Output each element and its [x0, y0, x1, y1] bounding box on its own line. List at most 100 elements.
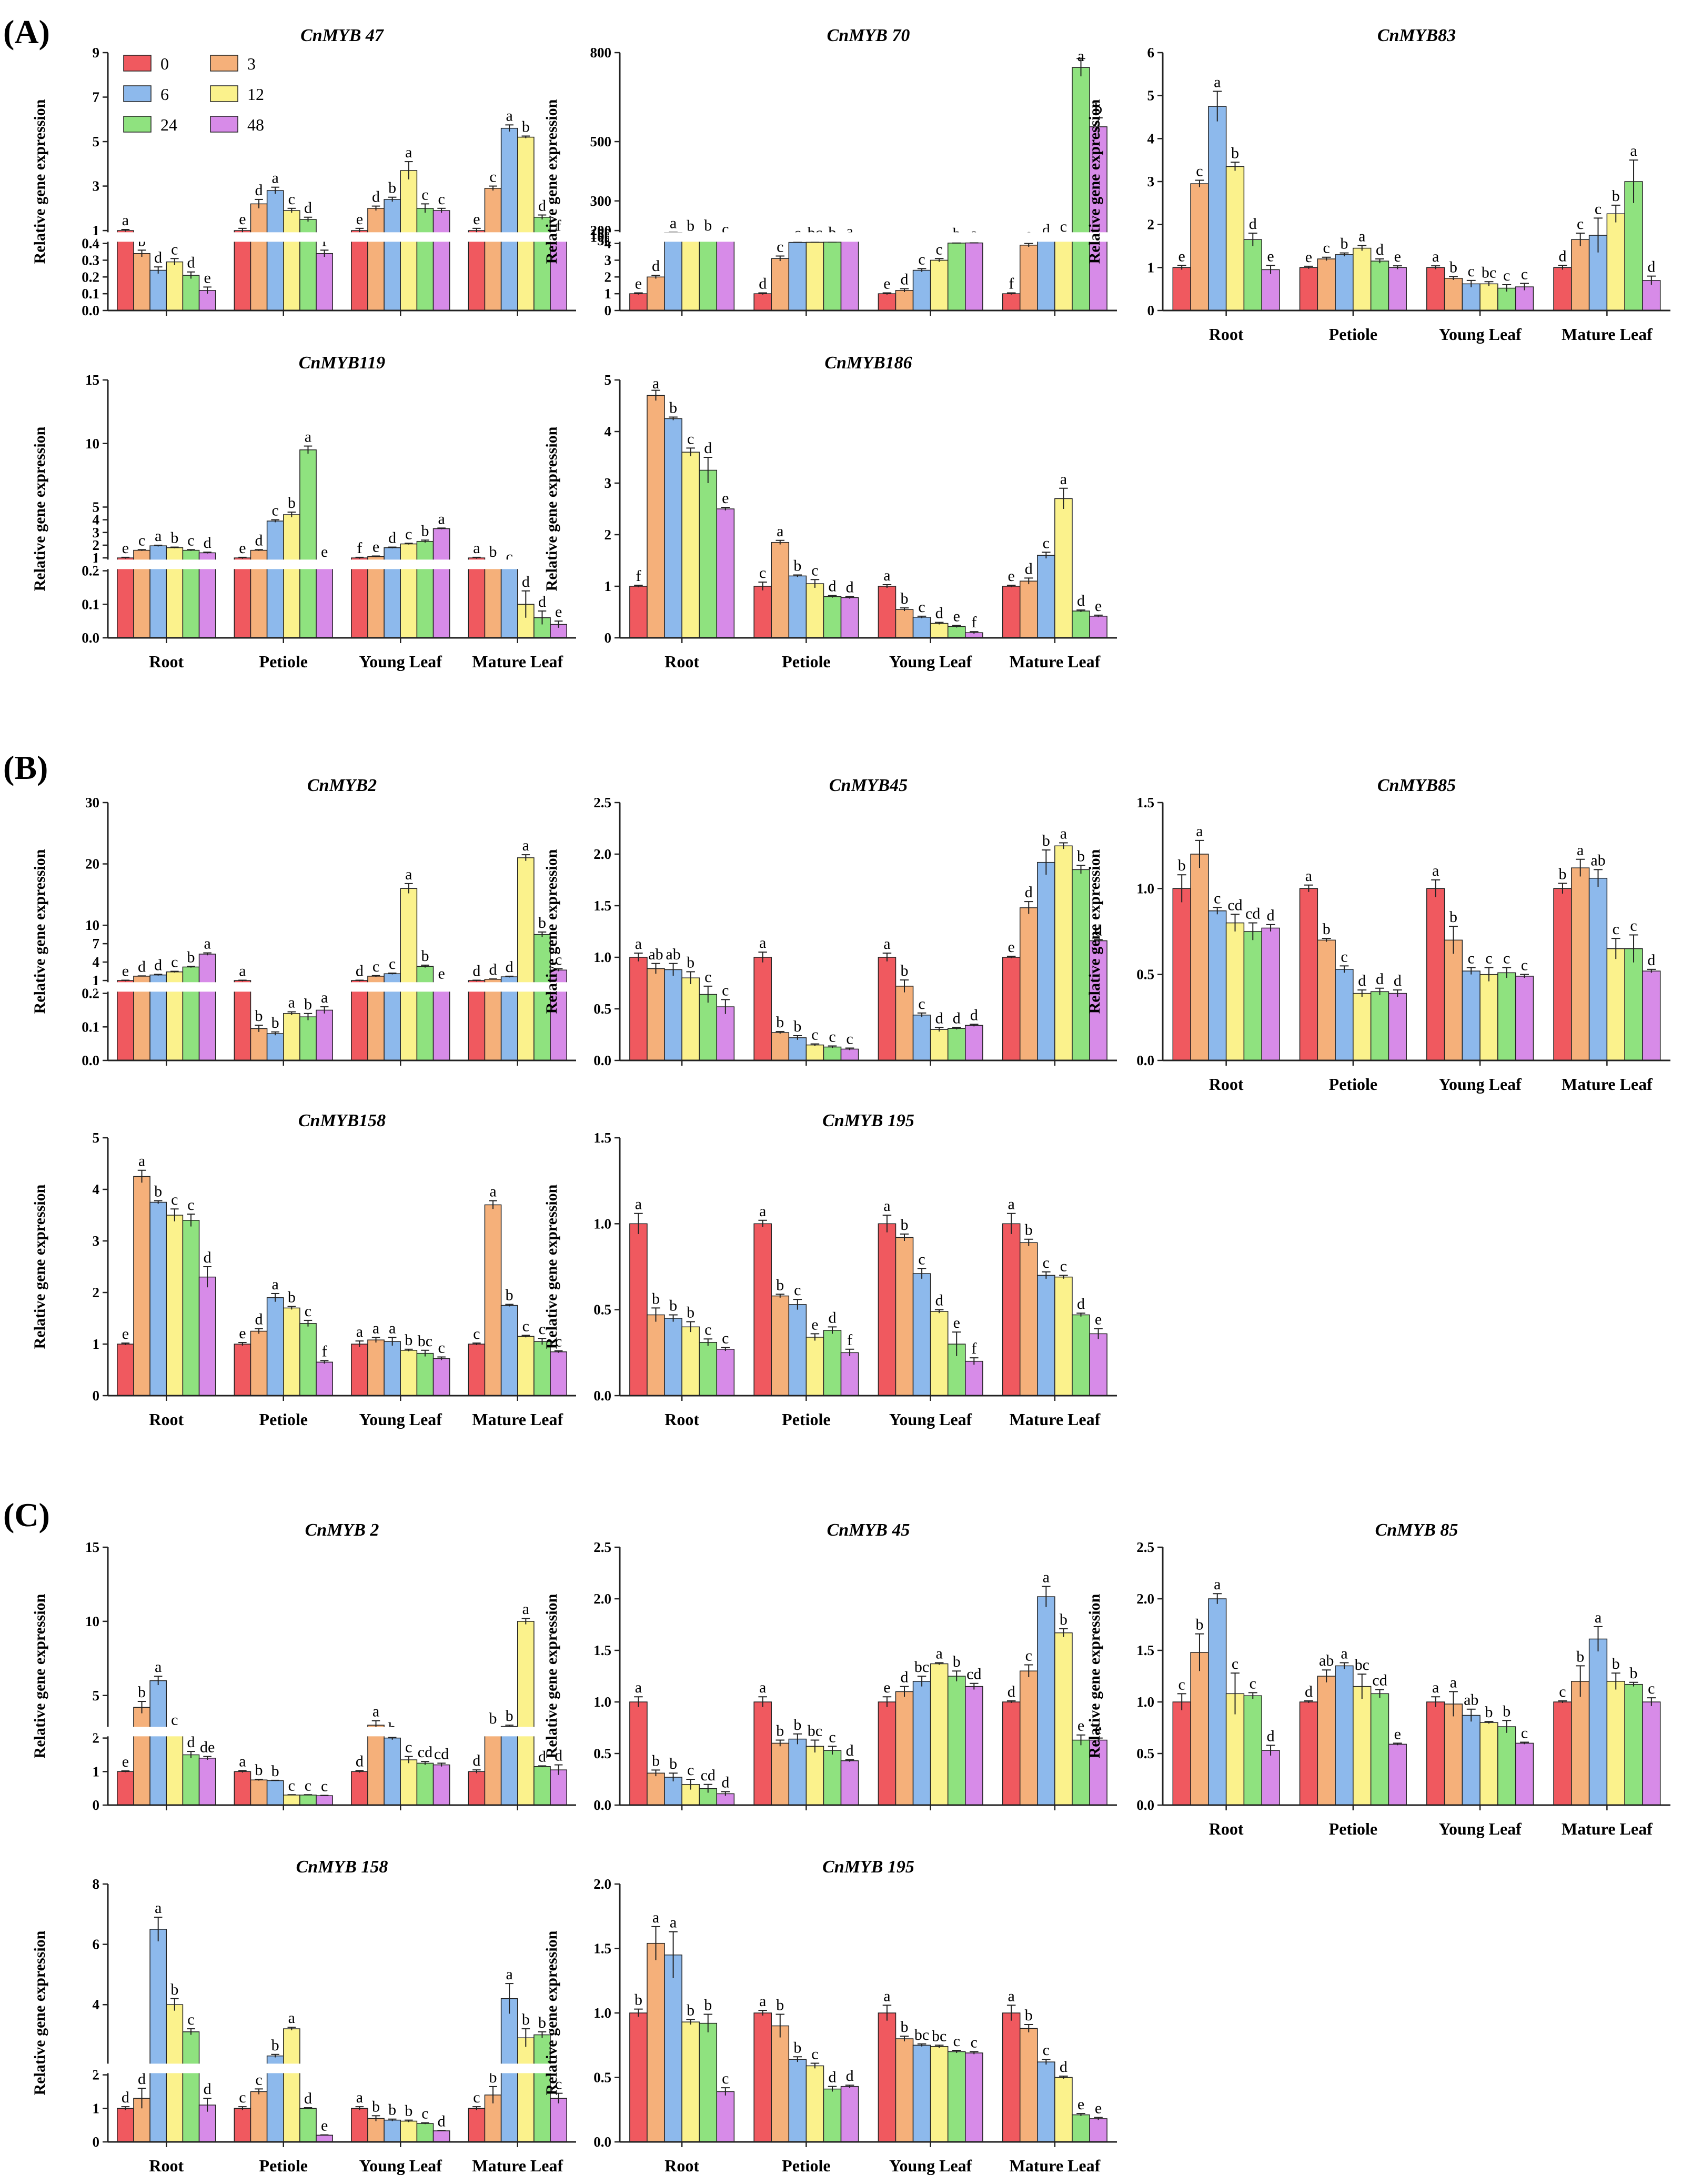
y-axis-label: Relative gene expression	[543, 1594, 560, 1758]
bar	[699, 994, 718, 1061]
bar	[416, 1762, 434, 1806]
significance-letter: d	[901, 1669, 909, 1686]
bar	[1370, 991, 1389, 1061]
bar	[1553, 267, 1572, 311]
significance-letter: c	[321, 1778, 328, 1795]
bar	[517, 1621, 535, 1806]
bar	[840, 2086, 859, 2142]
significance-letter: c	[1521, 266, 1528, 283]
x-tick-label: Mature Leaf	[472, 1410, 563, 1429]
y-tick-label: 0	[93, 1388, 100, 1404]
y-tick-label: 1.5	[1136, 1642, 1154, 1658]
x-tick-label: Root	[149, 652, 184, 671]
significance-letter: b	[1077, 848, 1085, 865]
y-tick-label: 30	[85, 795, 99, 810]
y-tick-label: 0.1	[82, 286, 99, 302]
bar	[316, 1361, 333, 1396]
bar	[878, 957, 897, 1061]
significance-letter: e	[1008, 938, 1015, 956]
significance-letter: b	[489, 1710, 497, 1727]
significance-letter: b	[1558, 866, 1566, 883]
significance-letter: c	[794, 1281, 801, 1299]
significance-letter: d	[538, 1748, 546, 1765]
significance-letter: e	[953, 607, 960, 625]
chart-title: CnMYB2	[307, 776, 377, 795]
significance-letter: c	[288, 191, 295, 208]
bar	[468, 980, 486, 1061]
bar	[1606, 948, 1625, 1061]
y-tick-label: 0.0	[1136, 1053, 1154, 1068]
significance-letter: b	[793, 1018, 801, 1035]
significance-letter: b	[704, 217, 712, 234]
bar	[400, 543, 418, 638]
y-tick-label: 0.0	[82, 1053, 99, 1068]
significance-letter: c	[722, 1330, 729, 1347]
legend-label: 6	[160, 85, 169, 104]
y-tick-label: 7	[93, 936, 100, 951]
significance-letter: b	[1042, 832, 1050, 849]
significance-letter: f	[971, 1340, 976, 1357]
bar	[1002, 1223, 1021, 1396]
y-axis-label: Relative gene expression	[1086, 1594, 1103, 1758]
bar	[468, 1771, 486, 1806]
x-tick-label: Petiole	[1329, 1075, 1377, 1094]
y-tick-label: 20	[85, 856, 99, 872]
significance-letter: d	[1008, 1683, 1015, 1700]
bar	[500, 1726, 518, 1806]
bar	[771, 258, 790, 311]
significance-letter: a	[883, 935, 890, 953]
bar	[1002, 2012, 1021, 2142]
y-tick-label: 9	[93, 45, 100, 61]
y-tick-label: 0.3	[82, 252, 99, 268]
significance-letter: d	[1249, 215, 1257, 233]
significance-letter: b	[669, 1297, 677, 1314]
bar	[1019, 2028, 1038, 2142]
significance-letter: ab	[666, 946, 680, 963]
bar	[234, 1344, 251, 1396]
bar	[1172, 267, 1191, 311]
bar	[878, 2012, 897, 2142]
significance-letter: d	[154, 249, 162, 266]
significance-letter: d	[935, 1009, 943, 1027]
bar	[716, 508, 735, 638]
bar	[629, 957, 648, 1061]
significance-letter: a	[635, 1196, 642, 1213]
significance-letter: d	[255, 532, 263, 549]
significance-letter: c	[539, 1320, 546, 1338]
bar	[1208, 106, 1227, 311]
x-tick-label: Mature Leaf	[472, 652, 563, 671]
legend-swatch	[123, 116, 152, 133]
significance-letter: cd	[701, 1767, 716, 1784]
bar	[149, 1929, 167, 2142]
y-tick-label: 4	[605, 424, 612, 439]
bar	[1002, 586, 1021, 638]
y-tick-label: 0.2	[82, 986, 99, 1001]
significance-letter: b	[1449, 908, 1457, 926]
significance-letter: c	[1214, 889, 1221, 907]
y-tick-label: 2	[93, 537, 100, 553]
significance-letter: d	[154, 956, 162, 974]
bar	[250, 1028, 268, 1061]
x-tick-label: Mature Leaf	[1010, 1410, 1101, 1429]
bar	[878, 293, 897, 311]
significance-letter: c	[953, 2032, 960, 2050]
bar	[1089, 616, 1107, 638]
significance-letter: c	[846, 1030, 853, 1047]
y-tick-label: 4	[93, 1181, 100, 1197]
significance-letter: c	[777, 238, 783, 255]
bar	[1624, 1684, 1643, 1806]
y-tick-label: 0.5	[593, 1746, 611, 1761]
significance-letter: ab	[1319, 1652, 1334, 1669]
bar	[1190, 183, 1209, 311]
significance-letter: c	[405, 1739, 412, 1756]
bar	[930, 1311, 949, 1396]
significance-letter: c	[305, 1303, 311, 1320]
bar	[234, 980, 251, 1061]
significance-letter: a	[405, 144, 412, 161]
bar	[947, 1676, 966, 1806]
bar	[805, 1044, 824, 1061]
significance-letter: b	[652, 1752, 660, 1769]
bar	[1299, 888, 1318, 1061]
bar	[283, 210, 300, 311]
